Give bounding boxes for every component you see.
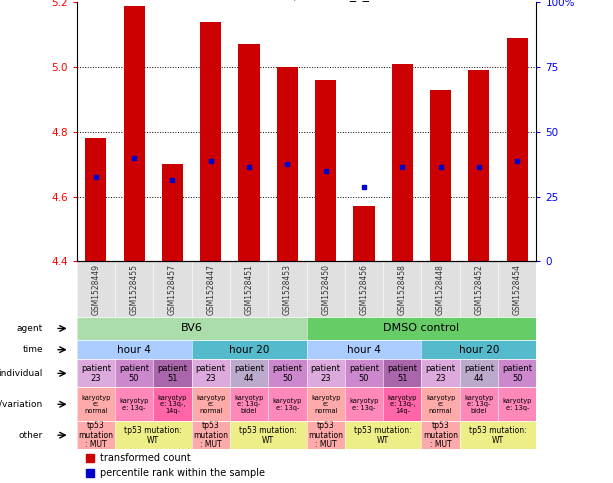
Text: GSM1528452: GSM1528452 [474, 264, 484, 315]
Text: agent: agent [17, 324, 43, 333]
Text: tp53 mutation:
WT: tp53 mutation: WT [469, 426, 527, 444]
Text: hour 4: hour 4 [117, 345, 151, 355]
Text: tp53
mutation
: MUT: tp53 mutation : MUT [193, 421, 228, 449]
Bar [468, 71, 489, 261]
Text: tp53 mutation:
WT: tp53 mutation: WT [239, 426, 297, 444]
Text: GSM1528448: GSM1528448 [436, 264, 445, 315]
Text: karyotyp
e:
normal: karyotyp e: normal [426, 395, 455, 414]
Text: hour 20: hour 20 [229, 345, 269, 355]
Text: DMSO control: DMSO control [383, 324, 460, 333]
Text: karyotyp
e: 13q-,
14q-: karyotyp e: 13q-, 14q- [158, 395, 187, 414]
Bar [162, 164, 183, 261]
Text: GSM1528449: GSM1528449 [91, 264, 101, 315]
Text: GSM1528453: GSM1528453 [283, 264, 292, 315]
Text: individual: individual [0, 369, 43, 378]
Text: tp53 mutation:
WT: tp53 mutation: WT [124, 426, 182, 444]
Text: GSM1528458: GSM1528458 [398, 264, 407, 315]
Text: karyotyp
e:
normal: karyotyp e: normal [311, 395, 340, 414]
Text: karyotyp
e: 13q-
bidel: karyotyp e: 13q- bidel [464, 395, 493, 414]
Bar [507, 38, 528, 261]
Text: GSM1528454: GSM1528454 [512, 264, 522, 315]
Text: patient
23: patient 23 [196, 364, 226, 383]
Text: karyotyp
e: 13q-: karyotyp e: 13q- [273, 398, 302, 411]
Text: percentile rank within the sample: percentile rank within the sample [99, 468, 265, 478]
Bar [85, 138, 106, 261]
Text: karyotyp
e: 13q-
bidel: karyotyp e: 13q- bidel [234, 395, 264, 414]
Text: BV6: BV6 [181, 324, 202, 333]
Text: karyotyp
e: 13q-: karyotyp e: 13q- [120, 398, 149, 411]
Bar [430, 90, 451, 261]
Text: tp53 mutation:
WT: tp53 mutation: WT [354, 426, 412, 444]
Text: tp53
mutation
: MUT: tp53 mutation : MUT [78, 421, 113, 449]
Bar [354, 206, 375, 261]
Text: patient
51: patient 51 [387, 364, 417, 383]
Text: GSM1528447: GSM1528447 [206, 264, 215, 315]
Text: patient
51: patient 51 [158, 364, 188, 383]
Text: GSM1528455: GSM1528455 [129, 264, 139, 315]
Text: patient
44: patient 44 [234, 364, 264, 383]
Text: karyotyp
e: 13q-: karyotyp e: 13q- [503, 398, 532, 411]
Text: tp53
mutation
: MUT: tp53 mutation : MUT [423, 421, 458, 449]
Text: tp53
mutation
: MUT: tp53 mutation : MUT [308, 421, 343, 449]
Text: karyotyp
e:
normal: karyotyp e: normal [196, 395, 226, 414]
Title: GDS6083 / 209792_s_at: GDS6083 / 209792_s_at [231, 0, 382, 1]
Text: GSM1528456: GSM1528456 [359, 264, 368, 315]
Bar [238, 44, 259, 261]
Text: other: other [18, 431, 43, 440]
Text: karyotyp
e: 13q-,
14q-: karyotyp e: 13q-, 14q- [387, 395, 417, 414]
Bar [392, 64, 413, 261]
Text: genotype/variation: genotype/variation [0, 400, 43, 409]
Text: transformed count: transformed count [99, 453, 191, 463]
Text: GSM1528450: GSM1528450 [321, 264, 330, 315]
Text: patient
44: patient 44 [464, 364, 494, 383]
Text: patient
23: patient 23 [81, 364, 111, 383]
Text: GSM1528451: GSM1528451 [245, 264, 254, 315]
Text: patient
50: patient 50 [502, 364, 532, 383]
Text: patient
23: patient 23 [425, 364, 455, 383]
Text: patient
50: patient 50 [272, 364, 302, 383]
Text: karyotyp
e: 13q-: karyotyp e: 13q- [349, 398, 379, 411]
Text: time: time [22, 345, 43, 354]
Text: patient
50: patient 50 [119, 364, 149, 383]
Text: patient
50: patient 50 [349, 364, 379, 383]
Text: karyotyp
e:
normal: karyotyp e: normal [81, 395, 110, 414]
Text: hour 4: hour 4 [347, 345, 381, 355]
Bar [277, 67, 298, 261]
Text: hour 20: hour 20 [459, 345, 499, 355]
Text: GSM1528457: GSM1528457 [168, 264, 177, 315]
Bar [315, 80, 336, 261]
Bar [200, 22, 221, 261]
Bar [124, 6, 145, 261]
Text: patient
23: patient 23 [311, 364, 341, 383]
